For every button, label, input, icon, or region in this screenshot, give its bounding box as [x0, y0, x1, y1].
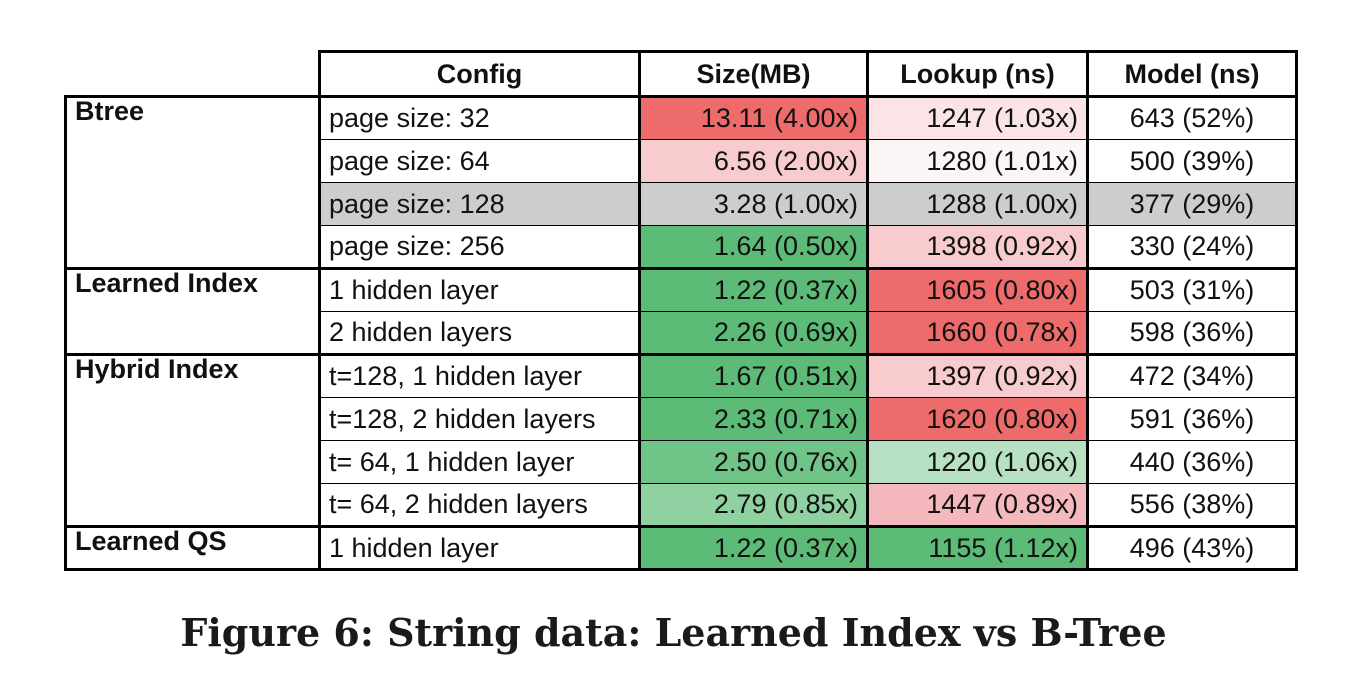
config-cell: page size: 32 [318, 95, 641, 140]
size-cell: 2.79 (0.85x) [638, 483, 869, 528]
lookup-cell: 1605 (0.80x) [866, 267, 1089, 312]
table-row: t=128, 2 hidden layers 2.33 (0.71x) 1620 (… [66, 397, 1298, 441]
lookup-cell: 1620 (0.80x) [866, 397, 1089, 441]
config-cell: t= 64, 1 hidden layer [318, 440, 641, 484]
config-cell: 1 hidden layer [318, 267, 641, 312]
size-cell: 3.28 (1.00x) [638, 182, 869, 226]
size-cell: 13.11 (4.00x) [638, 95, 869, 140]
size-cell: 1.22 (0.37x) [638, 267, 869, 312]
config-cell: t=128, 2 hidden layers [318, 397, 641, 441]
config-cell: page size: 64 [318, 139, 641, 183]
size-cell: 1.64 (0.50x) [638, 225, 869, 270]
header-model: Model (ns) [1086, 50, 1298, 98]
lookup-cell: 1660 (0.78x) [866, 311, 1089, 356]
model-cell: 503 (31%) [1086, 267, 1298, 312]
lookup-cell: 1220 (1.06x) [866, 440, 1089, 484]
config-cell: page size: 128 [318, 182, 641, 226]
table-row: Learned QS 1 hidden layer 1.22 (0.37x) 1155… [64, 525, 1298, 571]
table-row: Hybrid Index t=128, 1 hidden layer 1.67 (0… [64, 353, 1298, 527]
config-cell: 2 hidden layers [318, 311, 641, 356]
model-cell: 598 (36%) [1086, 311, 1298, 356]
header-config: Config [318, 50, 641, 98]
size-cell: 6.56 (2.00x) [638, 139, 869, 183]
model-cell: 496 (43%) [1086, 525, 1298, 571]
size-cell: 1.67 (0.51x) [638, 353, 869, 398]
model-cell: 377 (29%) [1086, 182, 1298, 226]
header-size: Size(MB) [638, 50, 869, 98]
config-cell: t= 64, 2 hidden layers [318, 483, 641, 528]
table-row: page size: 128 3.28 (1.00x) 1288 (1.00x) 37… [66, 182, 1298, 226]
model-cell: 556 (38%) [1086, 483, 1298, 528]
model-cell: 591 (36%) [1086, 397, 1298, 441]
table-row: Btree page size: 32 13.11 (4.00x) 1247 (1.0… [64, 95, 1298, 269]
size-cell: 2.50 (0.76x) [638, 440, 869, 484]
table-body: Btree page size: 32 13.11 (4.00x) 1247 (1.0… [64, 95, 1298, 571]
size-cell: 2.33 (0.71x) [638, 397, 869, 441]
model-cell: 440 (36%) [1086, 440, 1298, 484]
model-cell: 643 (52%) [1086, 95, 1298, 140]
header-lookup: Lookup (ns) [866, 50, 1089, 98]
table-row: t= 64, 2 hidden layers 2.79 (0.85x) 1447 (… [66, 483, 1298, 528]
config-cell: 1 hidden layer [318, 525, 641, 571]
model-cell: 500 (39%) [1086, 139, 1298, 183]
group-label: Learned QS [64, 525, 321, 571]
lookup-cell: 1397 (0.92x) [866, 353, 1089, 398]
model-cell: 472 (34%) [1086, 353, 1298, 398]
size-cell: 1.22 (0.37x) [638, 525, 869, 571]
group-label: Btree [64, 95, 321, 269]
group-label: Hybrid Index [64, 353, 321, 527]
table-row: 2 hidden layers 2.26 (0.69x) 1660 (0.78x) 5… [66, 311, 1298, 356]
results-table: Config Size(MB) Lookup (ns) Model (ns) B… [64, 50, 1298, 571]
table-row: page size: 256 1.64 (0.50x) 1398 (0.92x) 33… [66, 225, 1298, 270]
config-cell: t=128, 1 hidden layer [318, 353, 641, 398]
lookup-cell: 1247 (1.03x) [866, 95, 1089, 140]
model-cell: 330 (24%) [1086, 225, 1298, 270]
lookup-cell: 1447 (0.89x) [866, 483, 1089, 528]
header-blank-cell [65, 51, 321, 98]
group-label: Learned Index [64, 267, 321, 355]
header-row: Config Size(MB) Lookup (ns) Model (ns) [65, 50, 1298, 98]
lookup-cell: 1280 (1.01x) [866, 139, 1089, 183]
table-row: page size: 64 6.56 (2.00x) 1280 (1.01x) 500… [66, 139, 1298, 183]
lookup-cell: 1155 (1.12x) [866, 525, 1089, 571]
size-cell: 2.26 (0.69x) [638, 311, 869, 356]
results-figure: Config Size(MB) Lookup (ns) Model (ns) B… [64, 50, 1298, 571]
table-row: Learned Index 1 hidden layer 1.22 (0.37x) 1… [64, 267, 1298, 355]
table-row: t= 64, 1 hidden layer 2.50 (0.76x) 1220 (1… [66, 440, 1298, 484]
lookup-cell: 1288 (1.00x) [866, 182, 1089, 226]
lookup-cell: 1398 (0.92x) [866, 225, 1089, 270]
figure-caption: Figure 6: String data: Learned Index vs … [180, 610, 1167, 655]
config-cell: page size: 256 [318, 225, 641, 270]
